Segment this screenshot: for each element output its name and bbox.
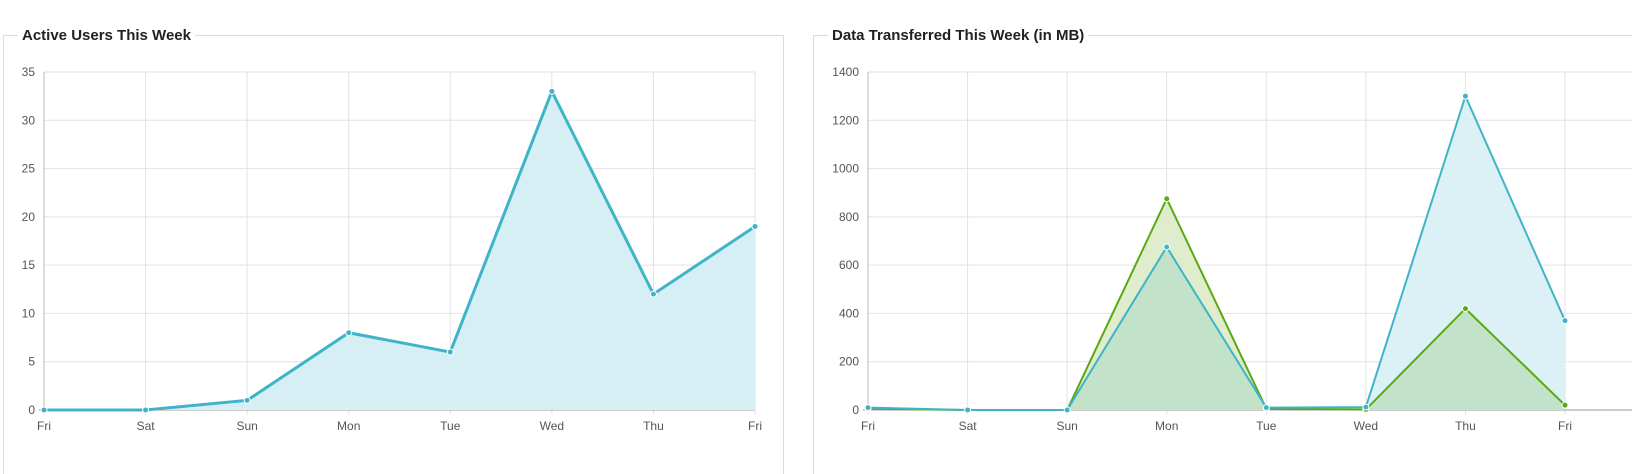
x-tick-label: Mon	[337, 419, 360, 433]
data-point	[345, 329, 353, 337]
y-tick-label: 25	[22, 162, 36, 176]
x-tick-label: Fri	[748, 419, 762, 433]
data-transferred-title: Data Transferred This Week (in MB)	[828, 27, 1089, 45]
x-tick-label: Thu	[643, 419, 664, 433]
x-tick-label: Sat	[137, 419, 156, 433]
data-transferred-panel: Data Transferred This Week (in MB)	[813, 27, 1632, 474]
y-tick-label: 400	[839, 306, 859, 320]
x-tick-label: Fri	[37, 419, 51, 433]
data-point	[548, 87, 556, 95]
data-point	[1561, 317, 1569, 325]
y-tick-label: 10	[22, 306, 36, 320]
x-tick-label: Tue	[1256, 419, 1277, 433]
x-tick-label: Sun	[236, 419, 257, 433]
data-point	[1461, 305, 1469, 313]
y-tick-label: 35	[22, 65, 36, 79]
x-tick-label: Wed	[540, 419, 564, 433]
data-point	[446, 348, 454, 356]
data-point	[40, 406, 48, 414]
y-tick-label: 1000	[832, 162, 859, 176]
y-tick-label: 30	[22, 113, 36, 127]
active-users-panel: Active Users This Week	[3, 27, 784, 474]
x-tick-label: Sat	[959, 419, 978, 433]
data-point	[751, 223, 759, 231]
x-tick-label: Mon	[1155, 419, 1178, 433]
data-point	[1163, 195, 1171, 203]
data-point	[649, 290, 657, 298]
y-tick-label: 1200	[832, 113, 859, 127]
y-tick-label: 200	[839, 355, 859, 369]
data-point	[1561, 401, 1569, 409]
x-tick-label: Tue	[440, 419, 461, 433]
active-users-title: Active Users This Week	[18, 27, 195, 45]
x-tick-label: Fri	[861, 419, 875, 433]
data-point	[864, 404, 872, 412]
data-point	[1262, 404, 1270, 412]
x-tick-label: Fri	[1558, 419, 1572, 433]
x-tick-label: Thu	[1455, 419, 1476, 433]
data-point	[1063, 406, 1071, 414]
series-area-fill	[44, 91, 755, 411]
data-point	[1461, 92, 1469, 100]
data-point	[964, 406, 972, 414]
data-point	[1362, 403, 1370, 411]
y-tick-label: 5	[28, 355, 35, 369]
y-tick-label: 0	[852, 403, 859, 417]
data-point	[243, 396, 251, 404]
x-tick-label: Wed	[1354, 419, 1378, 433]
y-tick-label: 800	[839, 210, 859, 224]
data-point	[142, 406, 150, 414]
y-tick-label: 20	[22, 210, 36, 224]
y-tick-label: 1400	[832, 65, 859, 79]
series-line	[867, 93, 1566, 411]
y-tick-label: 600	[839, 258, 859, 272]
y-tick-label: 15	[22, 258, 36, 272]
x-tick-label: Sun	[1056, 419, 1077, 433]
data-point	[1163, 243, 1171, 251]
y-tick-label: 0	[28, 403, 35, 417]
series-line	[44, 87, 756, 412]
